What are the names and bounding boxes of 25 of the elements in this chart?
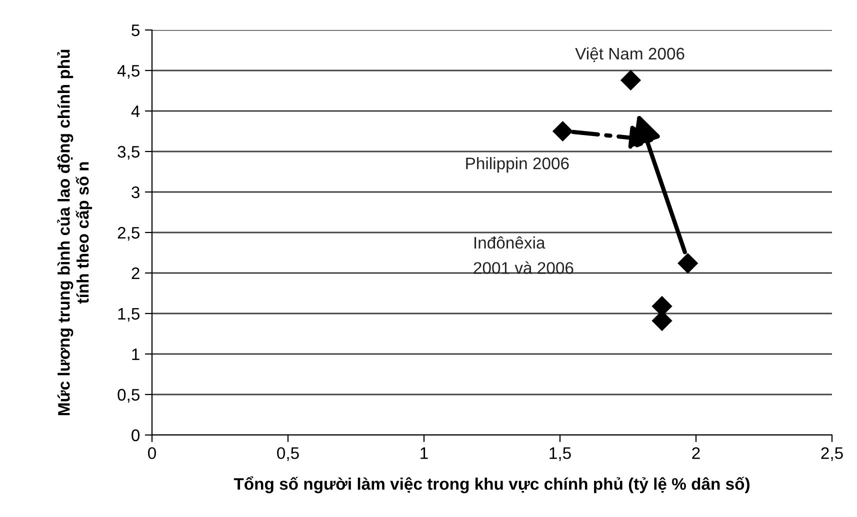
point: [620, 70, 642, 91]
y-tick-label: 1,5: [118, 308, 140, 322]
point: [552, 120, 574, 142]
y-tick-label: 4: [131, 106, 140, 118]
y-tick-label: 3: [132, 186, 140, 198]
y-tick-label: 3,5: [118, 146, 140, 160]
y-tick-label: 2: [132, 267, 140, 280]
x-tick-label: 2,5: [821, 447, 843, 462]
x-tick-label: 2: [692, 447, 700, 459]
point: [678, 252, 698, 274]
y-tick-label: 4,5: [117, 65, 140, 79]
y-tick-label: 5: [132, 24, 140, 36]
x-tick-label: 1,5: [550, 447, 571, 462]
x-tick-label: 1: [420, 447, 428, 459]
x-tick-label: 0: [148, 447, 156, 460]
x-tick-label: 0,5: [277, 447, 299, 462]
y-tick-label: 0: [132, 429, 140, 442]
y-tick-label: 2,5: [118, 226, 140, 241]
y-tick-label: 1: [132, 348, 140, 360]
y-axis-title: Mức lương trung bình của lao động chính phủ tính theo cấp số n: [57, 50, 92, 416]
x-axis-title: Tổng số người làm việc trong khu vực chính phủ (tỷ lệ % dân số): [234, 476, 750, 494]
y-tick-label: 0,5: [118, 388, 140, 403]
annotation: Inđônêxia 2001 và 2006: [474, 236, 574, 274]
annotation: Việt Nam 2006: [575, 47, 684, 62]
annotation: Philippin 2006: [466, 157, 569, 173]
